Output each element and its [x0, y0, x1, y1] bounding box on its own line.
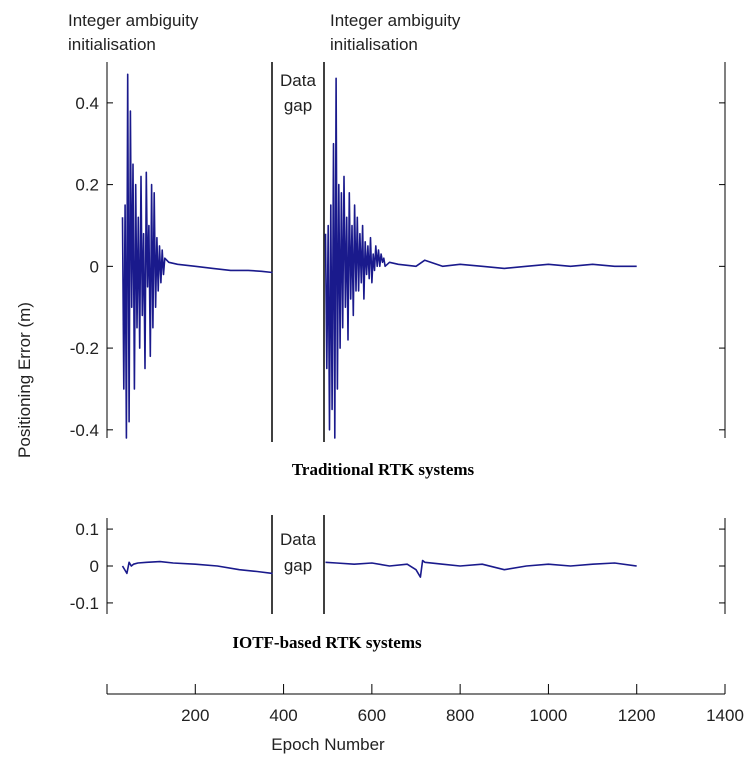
panel1-ytick-label-0: 0.1 [75, 520, 99, 539]
x-tick-label-3: 800 [446, 706, 474, 725]
x-ticks: 200 400 600 800 1000 1200 1400 [181, 684, 744, 725]
panel-iotf-rtk: Data gap 0.1 0 -0.1 IOTF-based RTK systems [70, 515, 726, 652]
panel1-ytick-label-1: 0 [90, 557, 99, 576]
top-series [121, 73, 637, 439]
panel0-ytick-label-3: -0.2 [70, 339, 99, 358]
annotation-init-right-line1: Integer ambiguity [330, 11, 461, 30]
panel0-series-segment-1 [324, 77, 637, 439]
x-tick-label-2: 600 [358, 706, 386, 725]
annotation-init-left-line1: Integer ambiguity [68, 11, 199, 30]
panel1-series-segment-1 [325, 559, 637, 578]
bottom-panel-title: IOTF-based RTK systems [232, 633, 422, 652]
panel0-ytick-label-0: 0.4 [75, 94, 99, 113]
panel0-ytick-label-4: -0.4 [70, 421, 99, 440]
annotation-init-left-line2: initialisation [68, 35, 156, 54]
top-y-ticks: 0.4 0.2 0 -0.2 -0.4 [70, 94, 725, 440]
panel0-ytick-label-1: 0.2 [75, 176, 99, 195]
panel0-series-segment-0 [121, 73, 273, 439]
bottom-y-ticks: 0.1 0 -0.1 [70, 520, 725, 613]
bottom-series [121, 559, 637, 578]
panel0-ytick-label-2: 0 [90, 257, 99, 276]
x-tick-label-4: 1000 [530, 706, 568, 725]
y-axis-label: Positioning Error (m) [15, 302, 34, 458]
top-gap-label-line1: Data [280, 71, 316, 90]
x-tick-label-0: 200 [181, 706, 209, 725]
panel1-ytick-label-2: -0.1 [70, 594, 99, 613]
annotation-init-right-line2: initialisation [330, 35, 418, 54]
x-axis-label: Epoch Number [271, 735, 385, 754]
panel1-series-segment-0 [121, 560, 273, 575]
bottom-gap-label-line2: gap [284, 556, 312, 575]
x-tick-label-1: 400 [269, 706, 297, 725]
top-panel-title: Traditional RTK systems [292, 460, 475, 479]
bottom-gap-label-line1: Data [280, 530, 316, 549]
panel-traditional-rtk: Data gap 0.4 0.2 0 -0.2 -0.4 Traditional RTK… [70, 62, 726, 479]
x-tick-label-6: 1400 [706, 706, 744, 725]
top-gap-label-line2: gap [284, 96, 312, 115]
x-tick-label-5: 1200 [618, 706, 656, 725]
x-axis: 200 400 600 800 1000 1200 1400 [106, 684, 744, 725]
